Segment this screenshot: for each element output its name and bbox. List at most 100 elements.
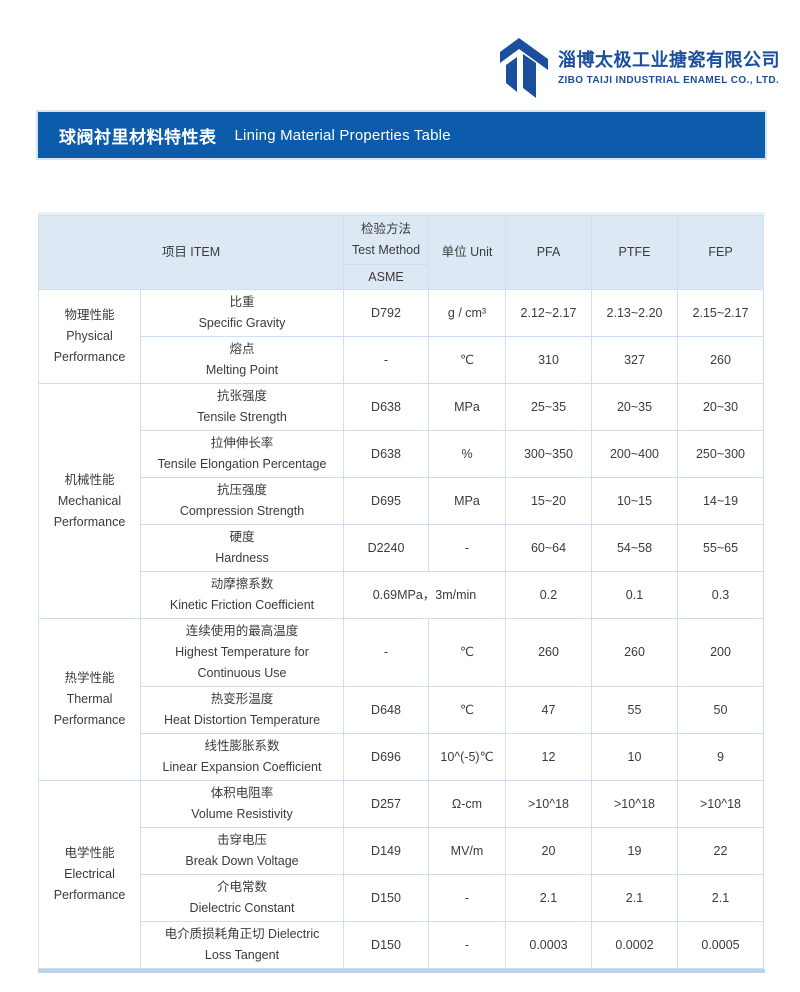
header-test-method-standard: ASME bbox=[368, 269, 404, 284]
value-cell-ptfe: 260 bbox=[591, 618, 678, 687]
building-mark-icon bbox=[492, 36, 550, 98]
value-cell-fep: 20~30 bbox=[677, 383, 764, 431]
unit-cell: MV/m bbox=[428, 827, 506, 875]
table-row: 电介质损耗角正切 Dielectric Loss Tangent D150 - … bbox=[39, 921, 764, 969]
table-row: 电学性能 Electrical Performance 体积电阻率 Volume… bbox=[38, 780, 764, 969]
method-cell: D149 bbox=[343, 827, 429, 875]
value-cell-ptfe: 20~35 bbox=[591, 383, 678, 431]
property-name-cell: 连续使用的最高温度 Highest Temperature for Contin… bbox=[140, 618, 344, 687]
property-name-cell: 线性膨胀系数 Linear Expansion Coefficient bbox=[140, 733, 344, 781]
value-cell-pfa: 260 bbox=[505, 618, 592, 687]
method-cell: D638 bbox=[343, 383, 429, 431]
table-row: 介电常数 Dielectric Constant D150 - 2.1 2.1 … bbox=[39, 874, 764, 922]
value-cell-fep: 55~65 bbox=[677, 524, 764, 572]
value-cell-fep: 0.0005 bbox=[677, 921, 764, 969]
property-name-cell: 熔点 Melting Point bbox=[140, 336, 344, 384]
value-cell-pfa: 12 bbox=[505, 733, 592, 781]
value-cell-fep: 260 bbox=[677, 336, 764, 384]
unit-cell: MPa bbox=[428, 383, 506, 431]
unit-cell: Ω-cm bbox=[428, 780, 506, 828]
table-header-row: 项目 ITEM 检验方法 Test Method ASME 单位 Unit PF… bbox=[38, 215, 764, 290]
table-row: 线性膨胀系数 Linear Expansion Coefficient D696… bbox=[39, 733, 764, 781]
value-cell-fep: 200 bbox=[677, 618, 764, 687]
table-row: 抗压强度 Compression Strength D695 MPa 15~20… bbox=[39, 477, 764, 525]
value-cell-pfa: 15~20 bbox=[505, 477, 592, 525]
value-cell-fep: >10^18 bbox=[677, 780, 764, 828]
header-test-method-en: Test Method bbox=[351, 243, 421, 257]
table-row: 动摩擦系数 Kinetic Friction Coefficient 0.69M… bbox=[39, 571, 764, 619]
property-name-cell: 比重 Specific Gravity bbox=[140, 289, 344, 337]
category-cell-thermal: 热学性能 Thermal Performance bbox=[38, 618, 141, 781]
unit-cell: - bbox=[428, 874, 506, 922]
value-cell-ptfe: 0.1 bbox=[591, 571, 678, 619]
value-cell-ptfe: 2.1 bbox=[591, 874, 678, 922]
header-material-ptfe: PTFE bbox=[591, 215, 678, 290]
table-row: 物理性能 Physical Performance 比重 Specific Gr… bbox=[38, 289, 764, 384]
value-cell-ptfe: 200~400 bbox=[591, 430, 678, 478]
value-cell-pfa: 0.2 bbox=[505, 571, 592, 619]
brand-text: 淄博太极工业搪瓷有限公司 ZIBO TAIJI INDUSTRIAL ENAME… bbox=[558, 47, 780, 88]
value-cell-fep: 22 bbox=[677, 827, 764, 875]
page-title-bar: 球阀衬里材料特性表 Lining Material Properties Tab… bbox=[36, 110, 767, 160]
unit-cell: ℃ bbox=[428, 686, 506, 734]
value-cell-fep: 0.3 bbox=[677, 571, 764, 619]
table-row: 击穿电压 Break Down Voltage D149 MV/m 20 19 … bbox=[39, 827, 764, 875]
value-cell-fep: 2.15~2.17 bbox=[677, 289, 764, 337]
table-row: 热学性能 Thermal Performance 连续使用的最高温度 Highe… bbox=[38, 618, 764, 781]
unit-cell: g / cm³ bbox=[428, 289, 506, 337]
method-cell: D150 bbox=[343, 921, 429, 969]
property-name-cell: 热变形温度 Heat Distortion Temperature bbox=[140, 686, 344, 734]
property-name-cell: 硬度 Hardness bbox=[140, 524, 344, 572]
value-cell-pfa: 0.0003 bbox=[505, 921, 592, 969]
method-cell: D638 bbox=[343, 430, 429, 478]
header-item: 项目 ITEM bbox=[38, 215, 344, 290]
value-cell-ptfe: 55 bbox=[591, 686, 678, 734]
brand-header: 淄博太极工业搪瓷有限公司 ZIBO TAIJI INDUSTRIAL ENAME… bbox=[492, 36, 780, 98]
value-cell-fep: 250~300 bbox=[677, 430, 764, 478]
method-cell: D696 bbox=[343, 733, 429, 781]
value-cell-pfa: 25~35 bbox=[505, 383, 592, 431]
method-cell: - bbox=[343, 336, 429, 384]
method-cell: D2240 bbox=[343, 524, 429, 572]
value-cell-ptfe: >10^18 bbox=[591, 780, 678, 828]
method-cell: - bbox=[343, 618, 429, 687]
value-cell-fep: 9 bbox=[677, 733, 764, 781]
value-cell-pfa: 310 bbox=[505, 336, 592, 384]
company-name-cn: 淄博太极工业搪瓷有限公司 bbox=[558, 49, 780, 70]
value-cell-pfa: >10^18 bbox=[505, 780, 592, 828]
value-cell-fep: 50 bbox=[677, 686, 764, 734]
value-cell-fep: 14~19 bbox=[677, 477, 764, 525]
value-cell-pfa: 2.12~2.17 bbox=[505, 289, 592, 337]
method-cell: D257 bbox=[343, 780, 429, 828]
unit-cell: ℃ bbox=[428, 336, 506, 384]
property-name-cell: 介电常数 Dielectric Constant bbox=[140, 874, 344, 922]
property-name-cell: 击穿电压 Break Down Voltage bbox=[140, 827, 344, 875]
header-test-method-label: 检验方法 Test Method bbox=[344, 216, 428, 265]
unit-cell: ℃ bbox=[428, 618, 506, 687]
method-cell: D648 bbox=[343, 686, 429, 734]
table-row: 机械性能 Mechanical Performance 抗张强度 Tensile… bbox=[38, 383, 764, 619]
table-row: 热变形温度 Heat Distortion Temperature D648 ℃… bbox=[39, 686, 764, 734]
header-test-method: 检验方法 Test Method ASME bbox=[343, 215, 429, 290]
unit-cell: 10^(-5)℃ bbox=[428, 733, 506, 781]
value-cell-ptfe: 10 bbox=[591, 733, 678, 781]
unit-cell: - bbox=[428, 524, 506, 572]
value-cell-pfa: 47 bbox=[505, 686, 592, 734]
property-name-cell: 拉伸伸长率 Tensile Elongation Percentage bbox=[140, 430, 344, 478]
value-cell-ptfe: 19 bbox=[591, 827, 678, 875]
method-cell: D695 bbox=[343, 477, 429, 525]
header-material-pfa: PFA bbox=[505, 215, 592, 290]
header-test-method-cn: 检验方法 bbox=[360, 222, 411, 236]
property-name-cell: 电介质损耗角正切 Dielectric Loss Tangent bbox=[140, 921, 344, 969]
property-name-cell: 抗压强度 Compression Strength bbox=[140, 477, 344, 525]
value-cell-ptfe: 0.0002 bbox=[591, 921, 678, 969]
table-row: 熔点 Melting Point - ℃ 310 327 260 bbox=[39, 336, 764, 384]
properties-table-wrap: 项目 ITEM 检验方法 Test Method ASME 单位 Unit PF… bbox=[38, 212, 765, 973]
value-cell-ptfe: 327 bbox=[591, 336, 678, 384]
method-cell: D150 bbox=[343, 874, 429, 922]
table-row: 硬度 Hardness D2240 - 60~64 54~58 55~65 bbox=[39, 524, 764, 572]
property-name-cell: 抗张强度 Tensile Strength bbox=[140, 383, 344, 431]
table-row: 拉伸伸长率 Tensile Elongation Percentage D638… bbox=[39, 430, 764, 478]
company-name-en: ZIBO TAIJI INDUSTRIAL ENAMEL CO., LTD. bbox=[558, 74, 780, 86]
